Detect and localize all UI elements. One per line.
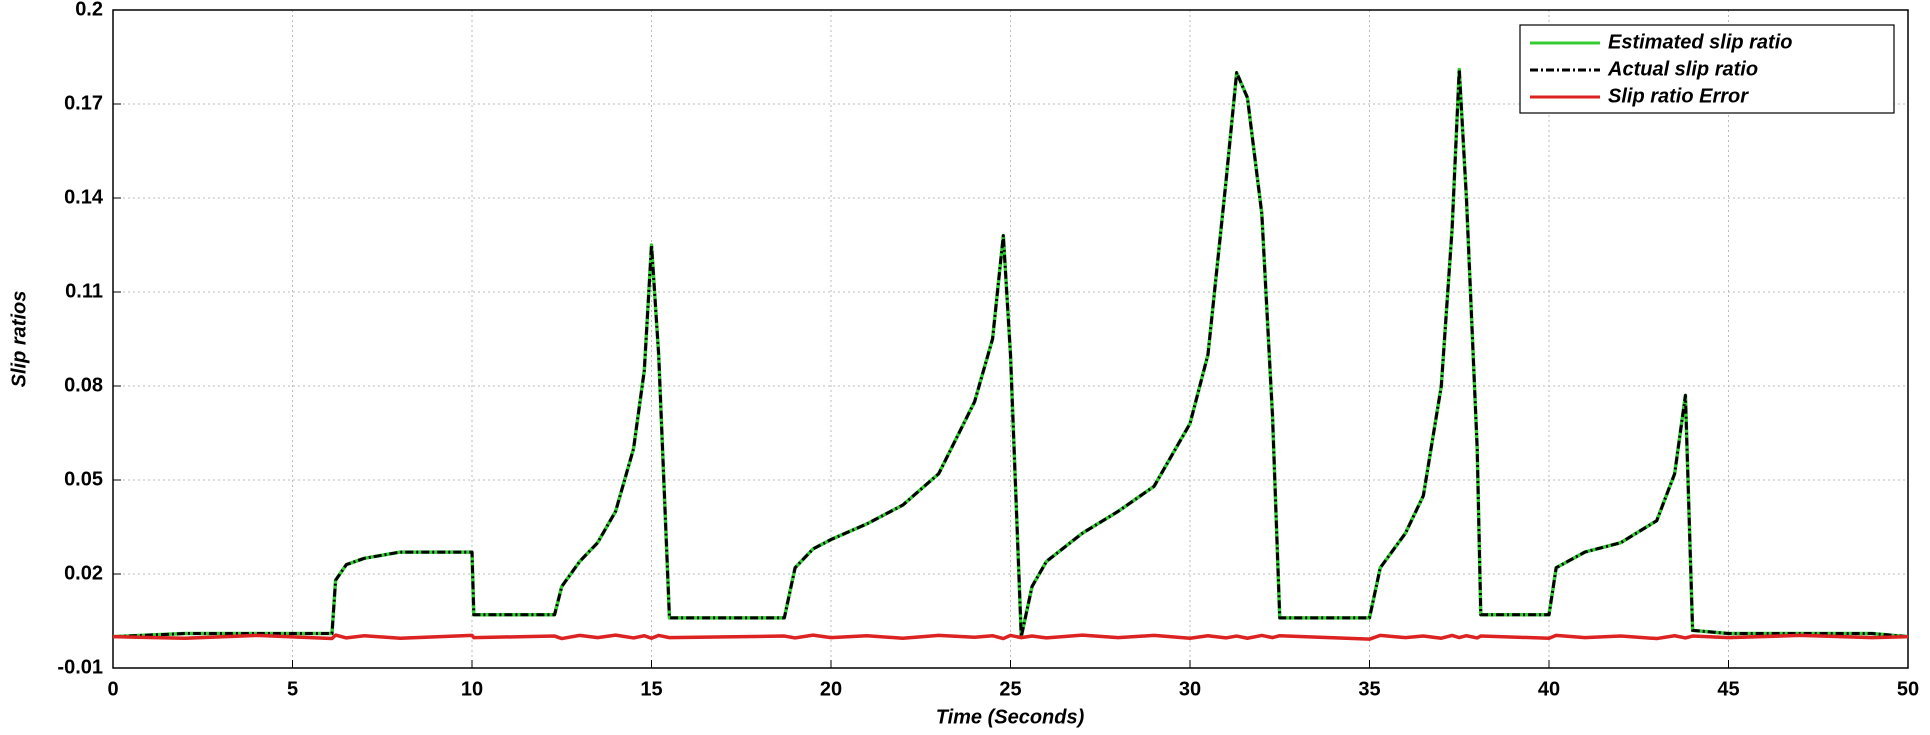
y-tick-label: 0.14 bbox=[64, 186, 104, 208]
y-tick-label: 0.02 bbox=[64, 562, 103, 584]
y-tick-label: 0.08 bbox=[64, 374, 103, 396]
x-tick-label: 40 bbox=[1538, 678, 1560, 700]
x-axis-label: Time (Seconds) bbox=[936, 706, 1085, 728]
legend-label: Estimated slip ratio bbox=[1608, 31, 1793, 53]
legend-label: Actual slip ratio bbox=[1607, 58, 1758, 80]
x-tick-label: 30 bbox=[1179, 678, 1201, 700]
y-tick-label: 0.2 bbox=[75, 0, 103, 20]
x-tick-label: 45 bbox=[1717, 678, 1739, 700]
y-tick-label: 0.05 bbox=[64, 468, 103, 490]
x-tick-label: 20 bbox=[820, 678, 842, 700]
x-tick-label: 0 bbox=[107, 678, 118, 700]
series-line bbox=[112, 68, 1909, 639]
y-tick-label: 0.11 bbox=[65, 280, 103, 302]
x-tick-label: 10 bbox=[461, 678, 483, 700]
x-tick-label: 15 bbox=[640, 678, 662, 700]
y-tick-label: 0.17 bbox=[64, 92, 103, 114]
series-line bbox=[112, 633, 1909, 641]
y-axis-label: Slip ratios bbox=[8, 291, 30, 388]
x-tick-label: 5 bbox=[287, 678, 298, 700]
y-tick-label: -0.01 bbox=[57, 656, 103, 678]
legend-label: Slip ratio Error bbox=[1608, 85, 1749, 107]
x-tick-label: 50 bbox=[1897, 678, 1919, 700]
x-tick-label: 35 bbox=[1358, 678, 1380, 700]
plot-frame bbox=[112, 9, 1909, 669]
x-tick-label: 25 bbox=[999, 678, 1021, 700]
